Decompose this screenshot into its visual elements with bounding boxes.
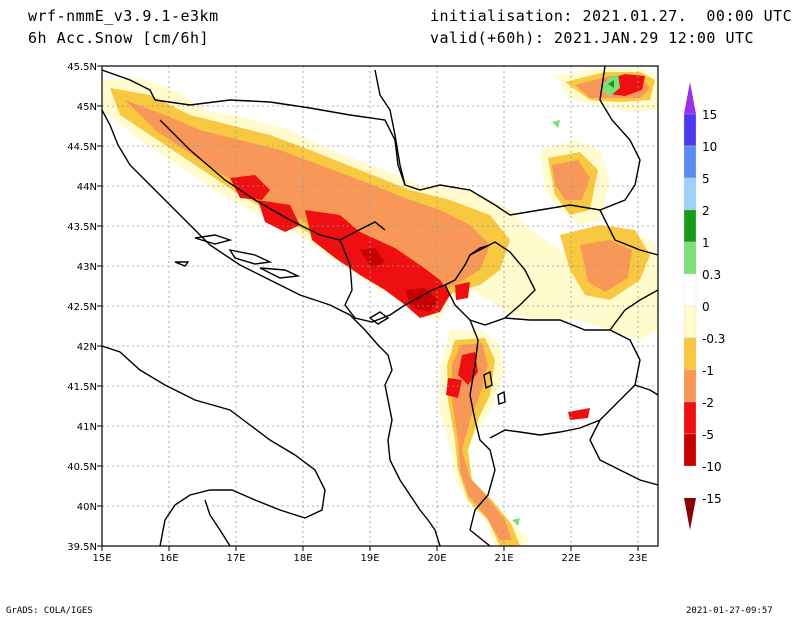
footer-right: 2021-01-27-09:57 bbox=[686, 606, 773, 616]
lon-label: 16E bbox=[159, 553, 178, 564]
island-2 bbox=[228, 248, 273, 265]
bulgaria-border bbox=[599, 209, 658, 256]
greece-coast bbox=[469, 529, 491, 546]
field-heavy bbox=[125, 76, 650, 540]
colorbar-label: 0 bbox=[702, 300, 710, 314]
lon-label: 20E bbox=[427, 553, 446, 564]
colorbar-segment bbox=[683, 113, 697, 147]
colorbar-segment bbox=[683, 273, 697, 307]
colorbar-segment bbox=[683, 241, 697, 275]
lat-label: 42N bbox=[77, 342, 97, 353]
lon-label: 21E bbox=[494, 553, 513, 564]
lat-label: 44.5N bbox=[67, 142, 97, 153]
aegean-coast bbox=[589, 419, 658, 486]
field-positive bbox=[512, 74, 620, 526]
coastlines-borders bbox=[102, 66, 658, 546]
lat-label: 44N bbox=[77, 182, 97, 193]
lon-label: 23E bbox=[628, 553, 647, 564]
colorbar-segment bbox=[683, 209, 697, 243]
macedonia-border bbox=[489, 317, 641, 439]
lat-label: 45N bbox=[77, 102, 97, 113]
colorbar-label: -0.3 bbox=[702, 332, 725, 346]
lake-skadar bbox=[368, 311, 390, 325]
lat-label: 40.5N bbox=[67, 462, 97, 473]
colorbar-segments bbox=[683, 113, 697, 467]
gulf-taranto bbox=[204, 499, 231, 546]
lon-label: 17E bbox=[226, 553, 245, 564]
adriatic-east-coast bbox=[102, 109, 441, 546]
colorbar-label: -2 bbox=[702, 396, 714, 410]
bulgaria-macedonia-border bbox=[609, 289, 658, 331]
lon-labels: 15E 16E 17E 18E 19E 20E 21E 22E 23E bbox=[92, 553, 647, 564]
island-3 bbox=[259, 267, 301, 279]
colorbar-label: 2 bbox=[702, 204, 710, 218]
map-grid bbox=[102, 66, 658, 546]
footer-left: GrADS: COLA/IGES bbox=[6, 606, 93, 616]
colorbar-label: -10 bbox=[702, 460, 722, 474]
lon-label: 15E bbox=[92, 553, 111, 564]
albania-north bbox=[404, 244, 491, 306]
island-1 bbox=[194, 234, 233, 245]
colorbar-segment bbox=[683, 177, 697, 211]
colorbar-label: 15 bbox=[702, 108, 717, 122]
lake-ohrid bbox=[483, 370, 493, 390]
lat-label: 42.5N bbox=[67, 302, 97, 313]
albania-macedonia-border bbox=[469, 319, 496, 531]
italy-coast bbox=[102, 345, 326, 546]
model-title: wrf-nmmE_v3.9.1-e3km bbox=[28, 7, 219, 25]
bosnia-south-border bbox=[159, 119, 386, 241]
colorbar-label: -5 bbox=[702, 428, 714, 442]
colorbar-segment bbox=[683, 337, 697, 371]
valid-time: valid(+60h): 2021.JAN.29 12:00 UTC bbox=[430, 29, 755, 47]
colorbar-segment bbox=[683, 145, 697, 179]
colorbar-segment bbox=[683, 401, 697, 435]
lat-label: 39.5N bbox=[67, 542, 97, 553]
greece-border bbox=[634, 384, 658, 396]
colorbar-top-arrow bbox=[684, 82, 696, 114]
slovenia-croatia-border bbox=[102, 69, 156, 101]
axis-ticks bbox=[97, 65, 639, 551]
montenegro-border bbox=[339, 239, 406, 323]
colorbar-label: 0.3 bbox=[702, 268, 721, 282]
init-time: initialisation: 2021.01.27. 00:00 UTC bbox=[430, 7, 793, 25]
lake-prespa bbox=[497, 390, 506, 405]
serbia-north bbox=[374, 66, 641, 216]
colorbar-label: -1 bbox=[702, 364, 714, 378]
lon-label: 22E bbox=[561, 553, 580, 564]
island-4 bbox=[174, 261, 190, 267]
lat-label: 41.5N bbox=[67, 382, 97, 393]
lat-label: 40N bbox=[77, 502, 97, 513]
colorbar-bottom-arrow bbox=[684, 498, 696, 530]
colorbar-label: 1 bbox=[702, 236, 710, 250]
lat-label: 41N bbox=[77, 422, 97, 433]
croatia-bosnia-border bbox=[154, 99, 406, 186]
kosovo-border bbox=[444, 241, 536, 326]
colorbar-segment bbox=[683, 433, 697, 467]
lat-label: 45.5N bbox=[67, 62, 97, 73]
colorbar-label: 10 bbox=[702, 140, 717, 154]
lat-label: 43N bbox=[77, 262, 97, 273]
colorbar-labels: 15 10 5 2 1 0.3 0 -0.3 -1 -2 -5 -10 -15 bbox=[702, 108, 725, 506]
colorbar-segment bbox=[683, 305, 697, 339]
colorbar-segment bbox=[683, 369, 697, 403]
lat-labels: 39.5N 40N 40.5N 41N 41.5N 42N 42.5N 43N … bbox=[67, 62, 97, 553]
variable-title: 6h Acc.Snow [cm/6h] bbox=[28, 29, 210, 47]
colorbar-label: -15 bbox=[702, 492, 722, 506]
lon-label: 18E bbox=[293, 553, 312, 564]
lon-label: 19E bbox=[360, 553, 379, 564]
snowfall-field bbox=[102, 68, 658, 546]
colorbar: 15 10 5 2 1 0.3 0 -0.3 -1 -2 -5 -10 -15 bbox=[683, 82, 725, 530]
colorbar-label: 5 bbox=[702, 172, 710, 186]
lat-label: 43.5N bbox=[67, 222, 97, 233]
